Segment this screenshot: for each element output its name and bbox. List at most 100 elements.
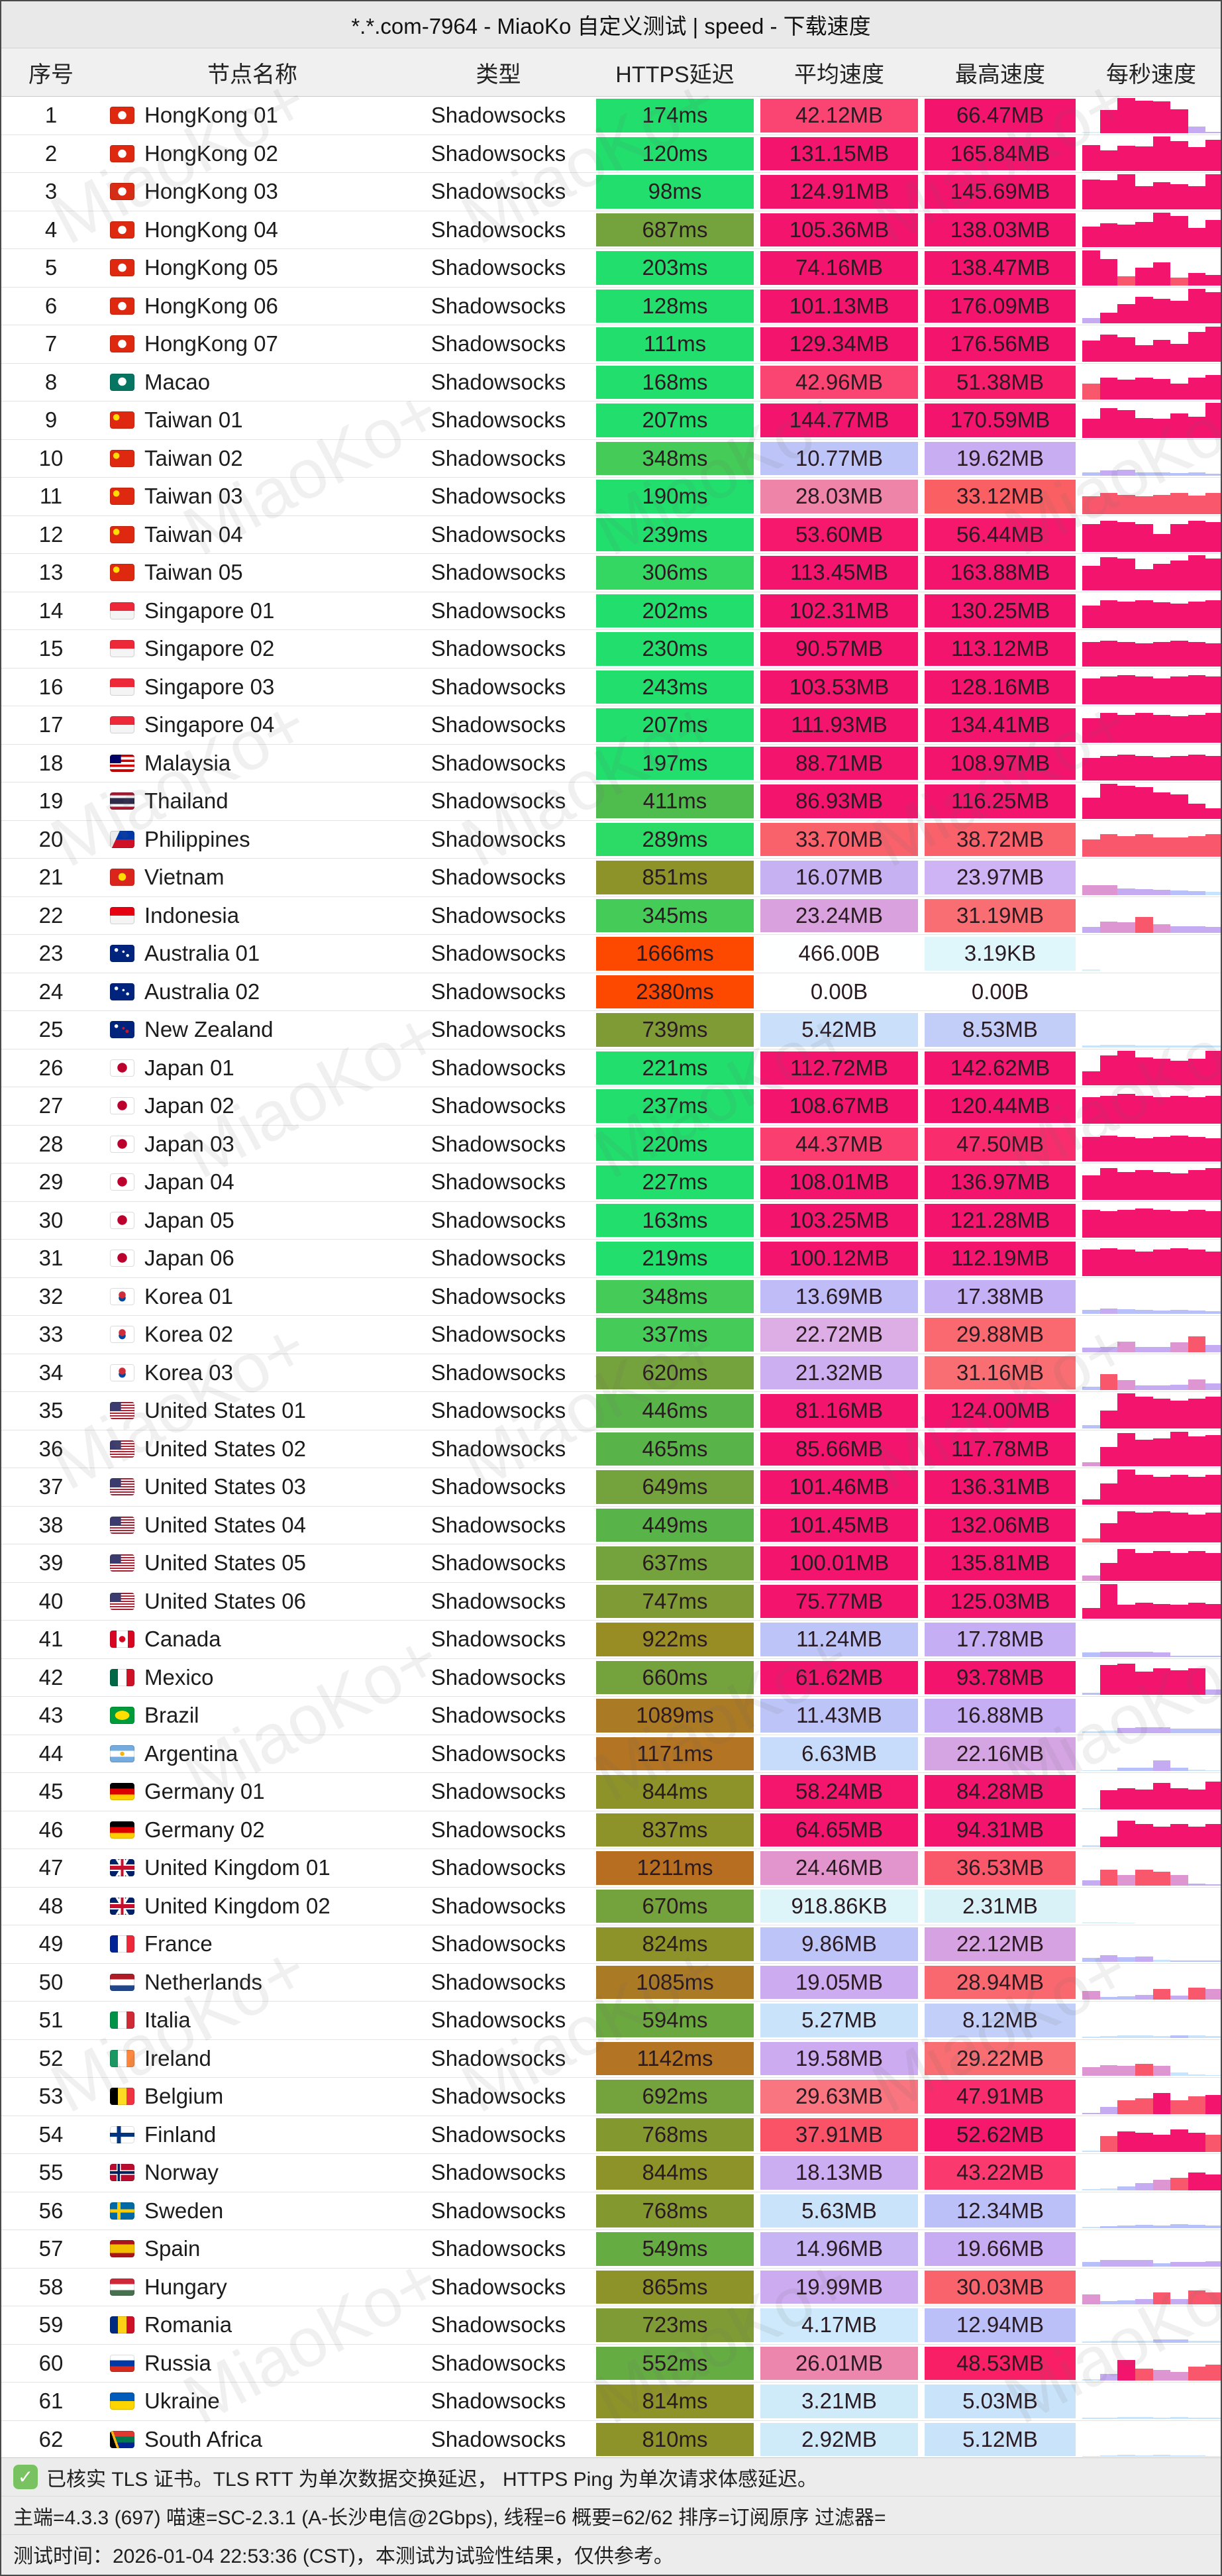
table-row: 44 Argentina Shadowsocks 1171ms 6.63MB 2… [1,1735,1221,1773]
node-name: Japan 04 [144,1169,234,1195]
table-row: 16 Singapore 03 Shadowsocks 243ms 103.53… [1,668,1221,706]
speed-bar [1188,1826,1206,1847]
speed-bar [1152,1438,1171,1466]
avg-speed-cell: 10.77MB [760,441,918,475]
speed-bar [1205,1781,1221,1809]
speed-bar [1205,2074,1221,2076]
node-name-cell: South Africa [101,2421,404,2459]
speed-bar [1117,1549,1135,1581]
speed-bar [1117,1996,1135,2000]
speed-bar [1099,470,1118,476]
speed-bar [1170,1173,1188,1200]
speed-bar [1188,127,1206,133]
latency-cell: 446ms [596,1394,754,1428]
node-name-cell: Hungary [101,2269,404,2306]
avg-speed-cell: 5.63MB [760,2194,918,2227]
avg-speed-cell: 19.99MB [760,2270,918,2304]
avg-speed-cell: 64.65MB [760,1813,918,1847]
speed-bar [1135,1552,1153,1581]
node-name: HongKong 04 [144,217,278,242]
table-row: 62 South Africa Shadowsocks 810ms 2.92MB… [1,2420,1221,2459]
node-type: Shadowsocks [431,2008,566,2033]
speed-bar [1082,1348,1100,1352]
speed-bars-cell [1082,1774,1221,1809]
table-row: 14 Singapore 01 Shadowsocks 202ms 102.31… [1,592,1221,630]
speed-bar [1099,1869,1118,1886]
speed-bar [1099,334,1118,362]
speed-bar [1135,1513,1153,1542]
speed-bars-cell [1082,1698,1221,1733]
row-index: 18 [38,750,64,775]
avg-speed-cell: 18.13MB [760,2156,918,2190]
table-row: 57 Spain Shadowsocks 549ms 14.96MB 19.66… [1,2230,1221,2269]
speed-bar [1099,2341,1118,2343]
country-flag-icon [110,1173,134,1191]
speed-bar [1188,602,1206,628]
speed-bar [1170,524,1188,552]
node-name-cell: HongKong 04 [101,211,404,249]
col-header-index: 序号 [28,62,74,87]
node-name: HongKong 07 [144,331,278,356]
latency-cell: 202ms [596,594,754,627]
speed-bar [1117,2340,1135,2343]
node-name-cell: Indonesia [101,897,404,935]
node-name-cell: Taiwan 04 [101,516,404,554]
speed-bar [1205,2455,1221,2457]
speed-bar [1188,378,1206,400]
speed-bar [1205,833,1221,857]
row-index: 2 [44,140,58,166]
row-index: 3 [44,179,58,204]
speed-bar [1205,1552,1221,1581]
speed-bar [1170,794,1188,819]
row-index: 57 [38,2236,64,2261]
max-speed-cell: 163.88MB [925,556,1076,590]
table-row: 12 Taiwan 04 Shadowsocks 239ms 53.60MB 5… [1,515,1221,554]
speed-bar [1170,1824,1188,1847]
country-flag-icon [110,640,134,658]
speed-bar [1082,1575,1100,1581]
avg-speed-cell: 61.62MB [760,1660,918,1694]
table-row: 34 Korea 03 Shadowsocks 620ms 21.32MB 31… [1,1354,1221,1392]
max-speed-cell: 47.91MB [925,2080,1076,2114]
node-name: France [144,1931,213,1957]
country-flag-icon [110,1326,134,1344]
latency-cell: 411ms [596,784,754,818]
speed-bar [1082,798,1100,819]
speed-bars-cell [1082,2118,1221,2152]
table-row: 33 Korea 02 Shadowsocks 337ms 22.72MB 29… [1,1316,1221,1354]
table-row: 30 Japan 05 Shadowsocks 163ms 103.25MB 1… [1,1201,1221,1240]
speed-bar [1099,1136,1118,1161]
speed-bar [1205,522,1221,552]
node-name-cell: Singapore 01 [101,592,404,630]
max-speed-cell: 176.56MB [925,327,1076,361]
speed-bars-cell [1082,98,1221,133]
speed-bar [1117,1045,1135,1047]
speed-bar [1188,2290,1206,2304]
speed-bar [1099,110,1118,133]
speed-bar [1117,1727,1135,1733]
latency-cell: 203ms [596,251,754,285]
speed-bar [1099,1055,1118,1085]
speed-bar [1135,2368,1153,2381]
speed-bar [1170,1655,1188,1657]
speed-bar [1135,1672,1153,1695]
speed-bar [1205,1729,1221,1733]
avg-speed-cell: 14.96MB [760,2232,918,2266]
speed-bar [1152,2066,1171,2076]
avg-speed-cell: 102.31MB [760,594,918,627]
speed-bar [1099,1770,1118,1771]
speed-bar [1135,2455,1153,2457]
avg-speed-cell: 124.91MB [760,175,918,209]
country-flag-icon [110,1364,134,1381]
speed-bar [1135,2260,1153,2267]
speed-bar [1170,1136,1188,1161]
speed-bar [1135,345,1153,362]
speed-bar [1082,1538,1100,1542]
speed-bar [1152,1959,1171,1962]
node-type: Shadowsocks [431,369,566,394]
footer-tls-text: 已核实 TLS 证书。TLS RTT 为单次数据交换延迟， HTTPS Ping… [46,2468,817,2491]
speed-bar [1152,1550,1171,1581]
speed-bar [1152,1826,1171,1847]
speed-bar [1135,600,1153,628]
speed-bar [1152,136,1171,171]
